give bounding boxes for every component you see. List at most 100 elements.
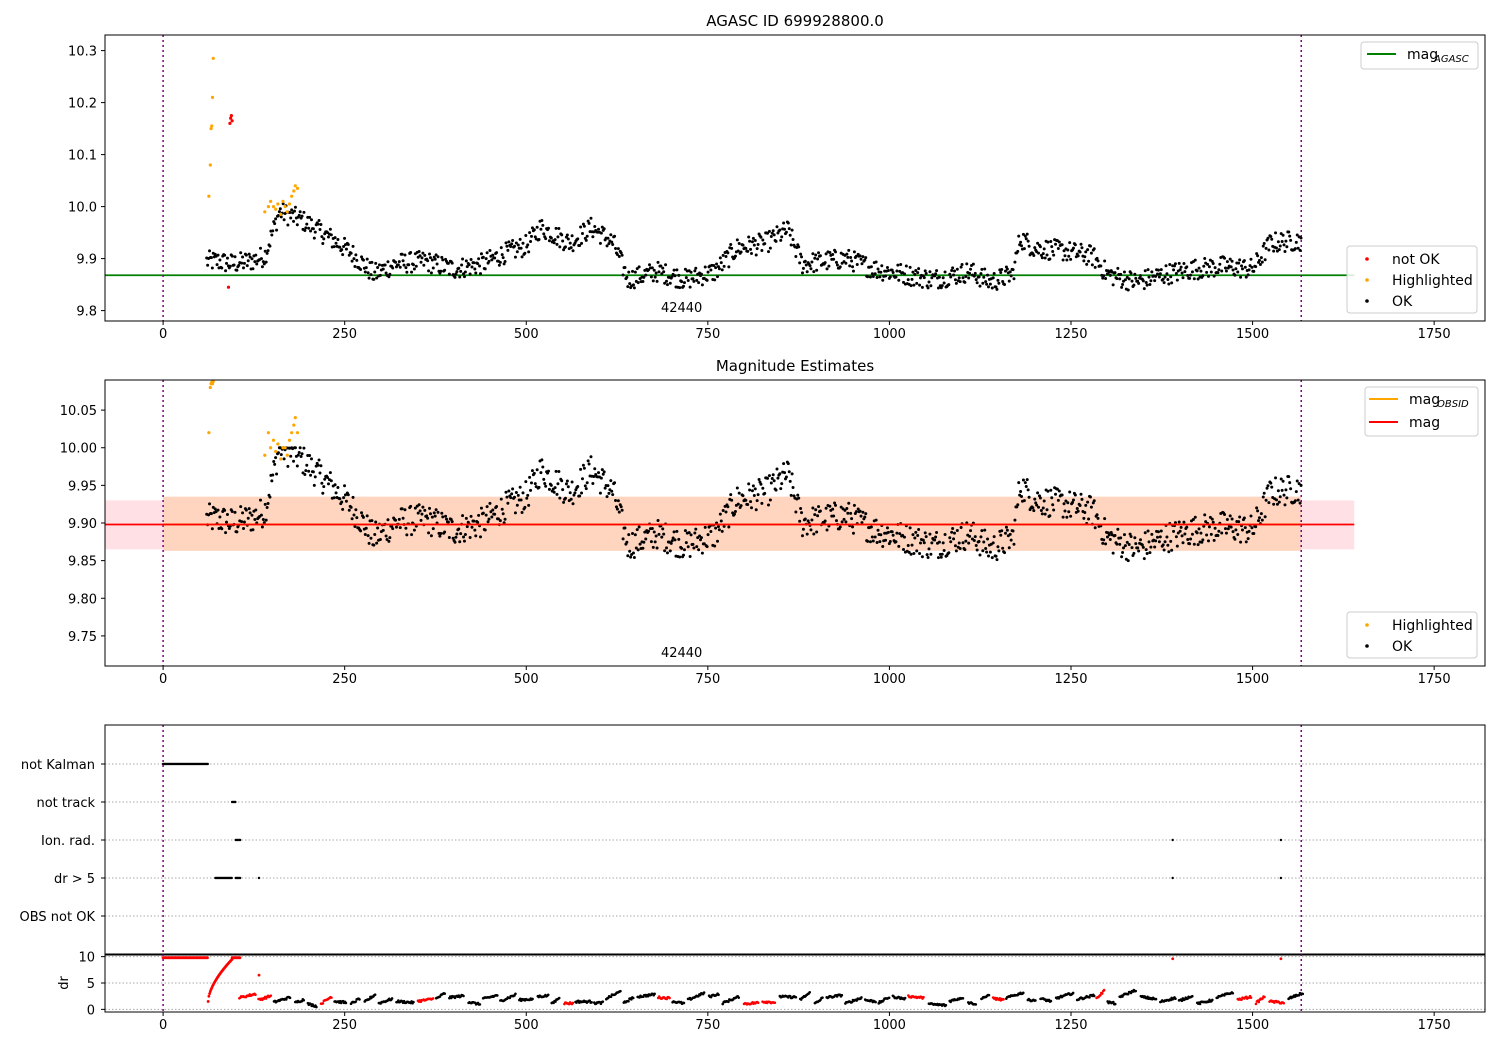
ok-point — [974, 543, 978, 547]
ok-point — [1107, 533, 1111, 537]
ok-point — [631, 283, 635, 287]
ok-point — [695, 278, 699, 282]
ok-point — [384, 534, 388, 538]
ok-point — [403, 253, 407, 257]
ok-point — [1012, 277, 1016, 281]
ok-point — [329, 479, 333, 483]
dr-point — [590, 1001, 593, 1004]
ok-point — [673, 274, 677, 278]
ok-point — [848, 264, 852, 268]
ok-point — [1115, 542, 1119, 546]
ok-point — [298, 210, 302, 214]
ok-point — [842, 517, 846, 521]
ok-point — [421, 505, 425, 509]
ok-point — [999, 533, 1003, 537]
highlighted-point — [210, 95, 215, 99]
ok-point — [759, 235, 763, 239]
ok-point — [818, 254, 822, 258]
ok-point — [248, 511, 252, 515]
ok-point — [984, 546, 988, 550]
ok-point — [838, 525, 842, 529]
ok-point — [417, 249, 421, 253]
ok-point — [1257, 258, 1261, 262]
ok-point — [766, 503, 770, 507]
ok-point — [693, 531, 697, 535]
ok-point — [735, 238, 739, 242]
ok-point — [919, 276, 923, 280]
ok-point — [724, 254, 728, 258]
ok-point — [849, 255, 853, 259]
ok-point — [1073, 243, 1077, 247]
not-ok-point — [229, 114, 233, 118]
ok-point — [969, 267, 973, 271]
ok-point — [216, 508, 220, 512]
ok-point — [1252, 532, 1256, 536]
ok-point — [350, 259, 354, 263]
ok-point — [631, 551, 635, 555]
ok-point — [259, 513, 263, 517]
ok-point — [611, 242, 615, 246]
ok-point — [1287, 475, 1291, 479]
ok-point — [209, 256, 213, 260]
dr-point — [821, 996, 824, 999]
ok-point — [386, 518, 390, 522]
ok-point — [1054, 492, 1058, 496]
ok-point — [1182, 520, 1186, 524]
y-tick-label: 9.85 — [68, 555, 97, 570]
ok-point — [605, 495, 609, 499]
ok-point — [233, 255, 237, 259]
ok-point — [598, 241, 602, 245]
ok-point — [1202, 264, 1206, 268]
ok-point — [228, 264, 232, 268]
ok-point — [1220, 269, 1224, 273]
y-tick-label: 0 — [87, 1003, 95, 1018]
ok-point — [959, 525, 963, 529]
ok-point — [991, 276, 995, 280]
ok-point — [394, 260, 398, 264]
ok-point — [462, 275, 466, 279]
ok-point — [343, 484, 347, 488]
ok-point — [891, 533, 895, 537]
ok-point — [1096, 259, 1100, 263]
ok-point — [964, 275, 968, 279]
ok-point — [241, 511, 245, 515]
ok-point — [1024, 237, 1028, 241]
ok-point — [1109, 530, 1113, 534]
ok-point — [1147, 540, 1151, 544]
ok-point — [1216, 271, 1220, 275]
ok-point — [1167, 282, 1171, 286]
flag-point — [1279, 838, 1283, 842]
highlighted-point — [208, 163, 212, 167]
ok-point — [715, 262, 719, 266]
ok-point — [367, 541, 371, 545]
ok-point — [527, 503, 531, 507]
ok-point — [570, 480, 574, 484]
ok-point — [924, 271, 928, 275]
ok-point — [613, 481, 617, 485]
ok-point — [501, 512, 505, 516]
dr-point — [546, 993, 550, 997]
ok-point — [814, 508, 818, 512]
ok-point — [418, 509, 422, 513]
ok-point — [1169, 275, 1173, 279]
not-ok-point — [229, 116, 233, 120]
ok-point — [319, 464, 323, 468]
ok-point — [1295, 479, 1299, 483]
ok-point — [801, 527, 805, 531]
ok-point — [1102, 538, 1106, 542]
ok-point — [242, 266, 246, 270]
dr-point — [288, 996, 292, 1000]
ok-point — [692, 279, 696, 283]
ok-point — [831, 507, 835, 511]
ok-point — [705, 278, 709, 282]
ok-point — [467, 263, 471, 267]
ok-point — [1127, 277, 1131, 281]
ok-point — [1263, 515, 1267, 519]
ok-point — [1113, 533, 1117, 537]
ok-point — [619, 505, 623, 509]
ok-point — [1036, 241, 1040, 245]
ok-point — [1272, 502, 1276, 506]
ok-point — [396, 263, 400, 267]
ok-point — [487, 259, 491, 263]
ok-point — [387, 275, 391, 279]
